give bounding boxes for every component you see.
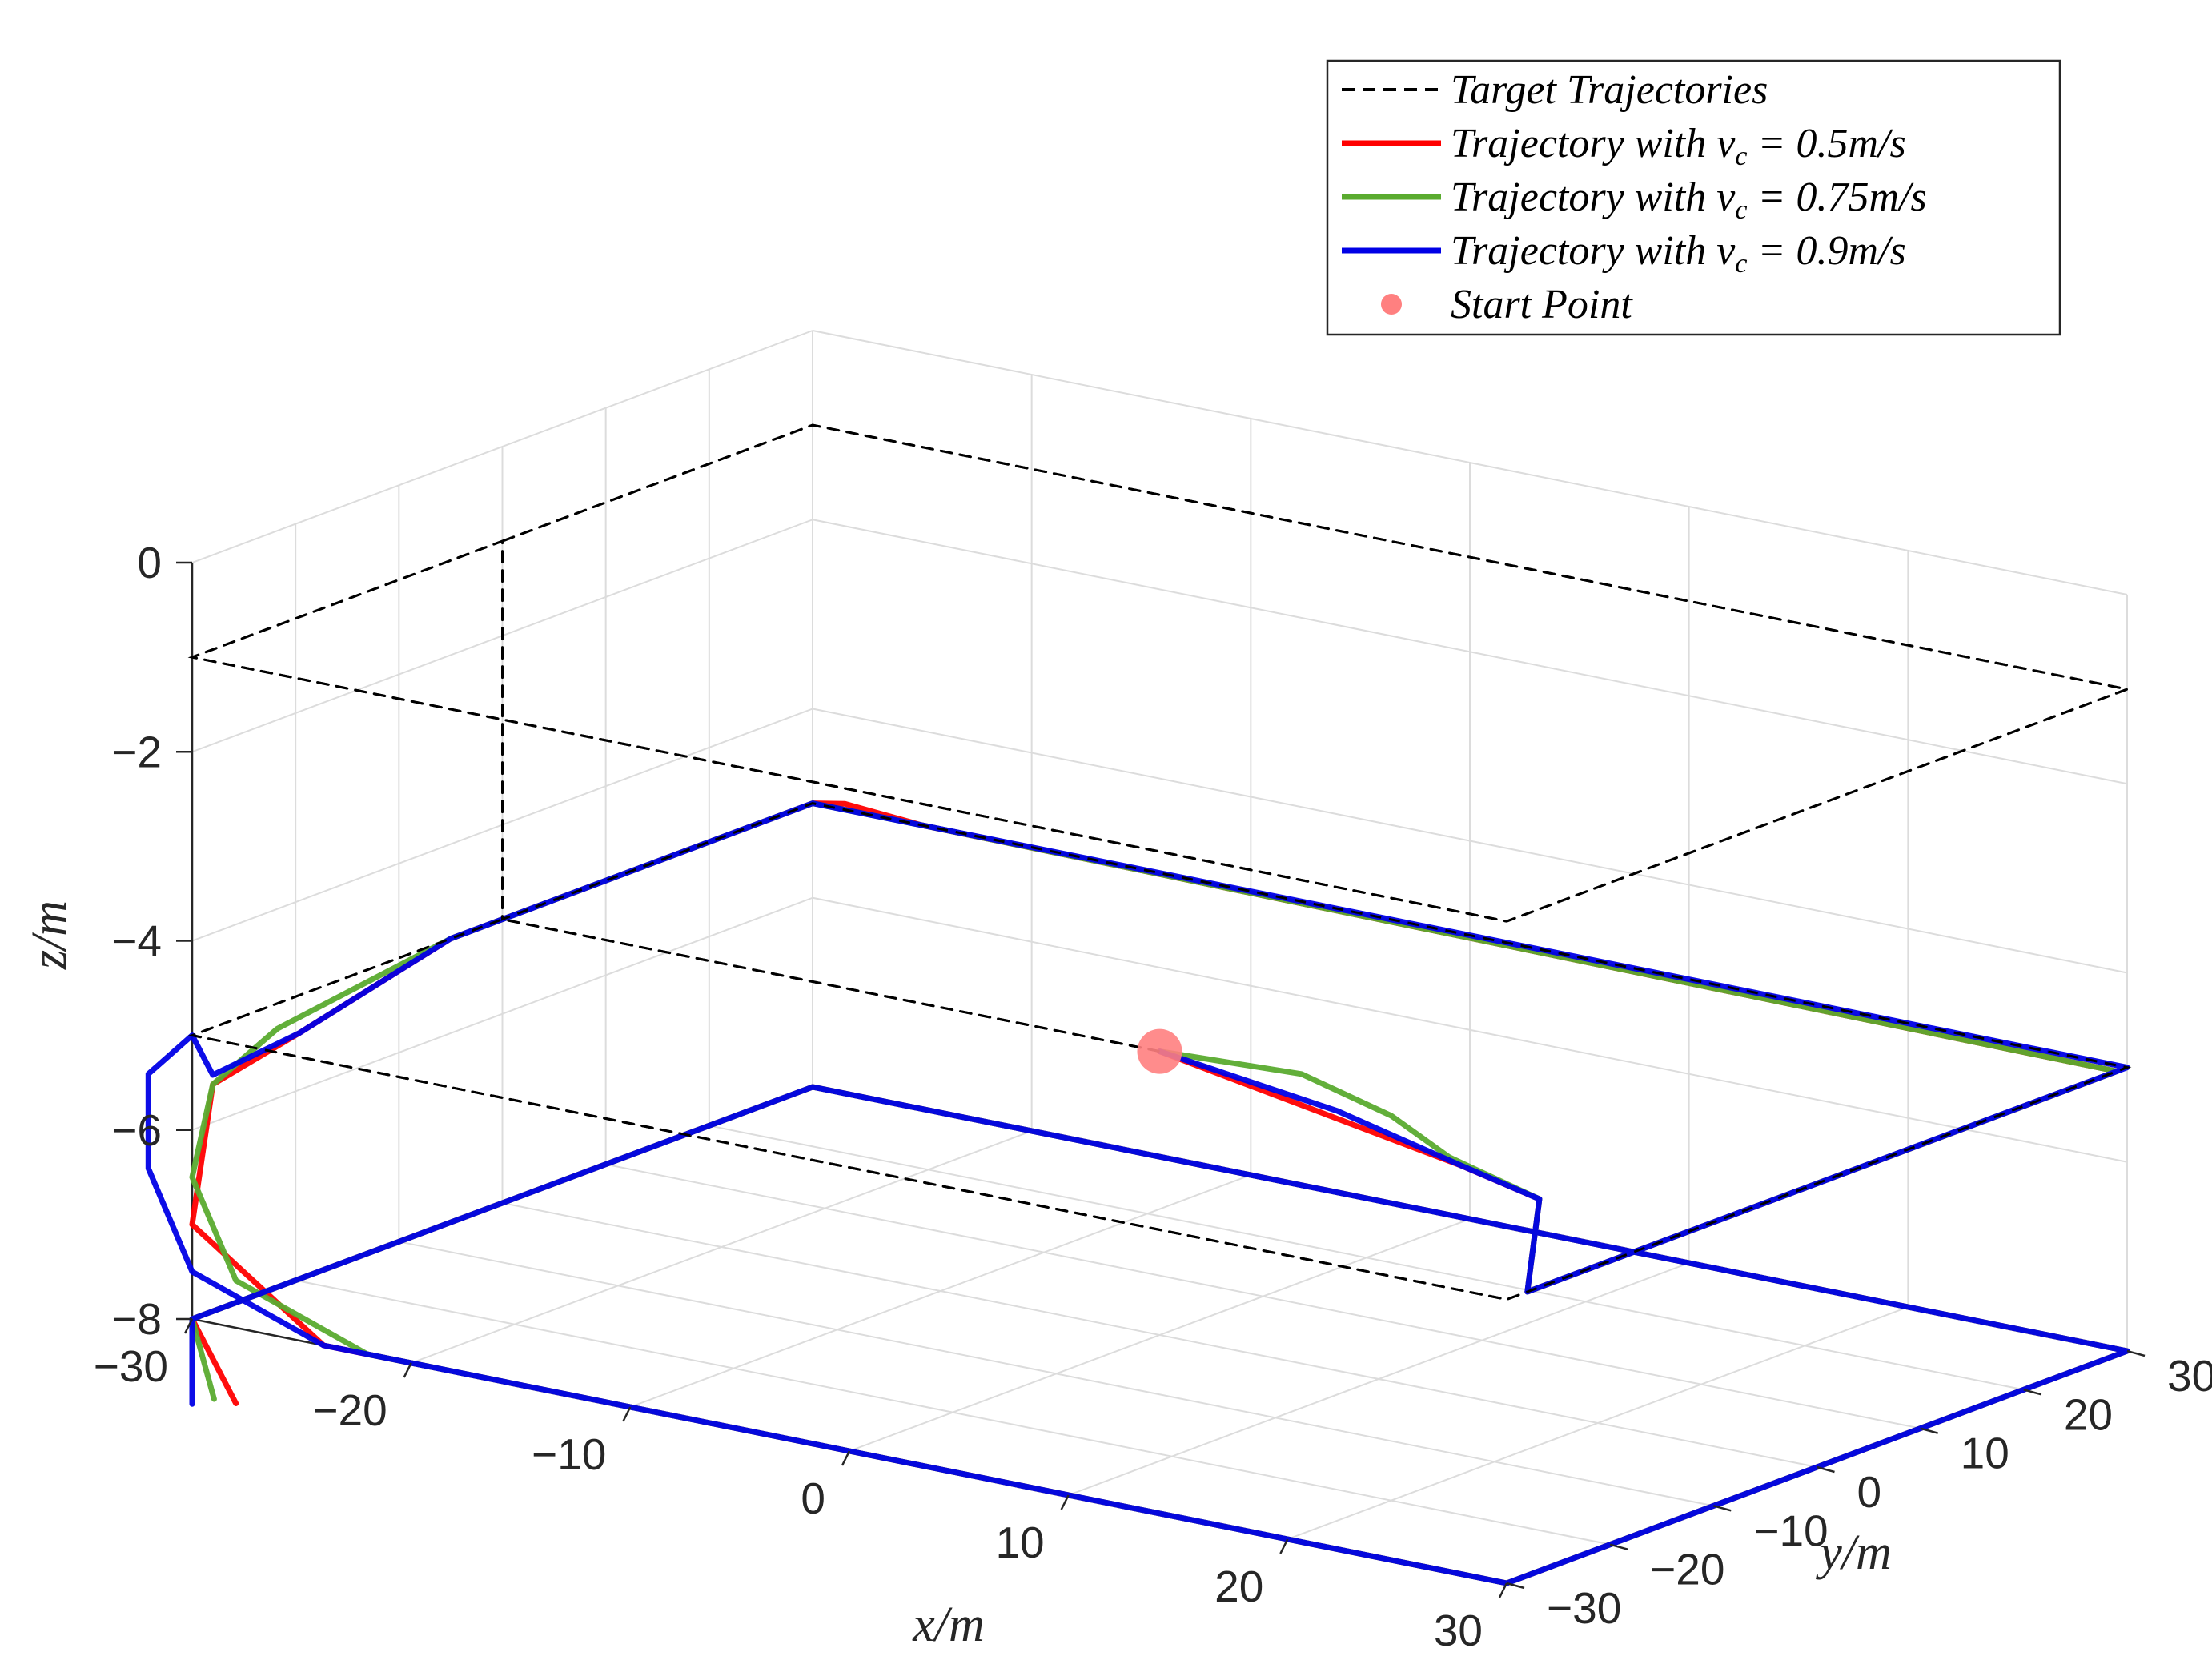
y-tick-mark <box>1506 1582 1525 1590</box>
trajectory-line-2 <box>189 800 2130 1586</box>
y-tick-mark <box>1609 1543 1628 1550</box>
x-tick-label: −10 <box>532 1429 606 1479</box>
z-tick-label: 0 <box>137 538 162 587</box>
back-wall-grid-line <box>812 708 2128 974</box>
trajectory-line-3 <box>145 800 2130 1586</box>
target-trajectory-line <box>191 423 2129 1301</box>
legend: Target Trajectories Trajectory with vc = … <box>1326 59 2061 336</box>
x-tick-label: −20 <box>312 1385 387 1435</box>
x-tick-label: 0 <box>801 1474 825 1523</box>
legend-box <box>1326 59 2061 336</box>
x-tick-mark <box>403 1362 412 1378</box>
y-tick-label: 30 <box>2167 1351 2212 1401</box>
y-tick-label: 20 <box>2064 1389 2113 1439</box>
y-tick-mark <box>1920 1427 1938 1434</box>
x-tick-label: 30 <box>1434 1606 1483 1655</box>
legend-entry-label: Trajectory with vc = 0.9m/s <box>1451 228 1906 279</box>
legend-marker-start-point <box>1381 294 1402 315</box>
y-tick-mark <box>1713 1505 1732 1512</box>
floor-grid-line <box>605 1163 1921 1429</box>
y-tick-label: −20 <box>1650 1545 1724 1594</box>
x-tick-label: −30 <box>94 1341 168 1391</box>
target-trajectory-overlay <box>187 423 2132 1301</box>
x-tick-mark <box>1498 1582 1508 1598</box>
z-tick-label: −4 <box>111 916 162 966</box>
left-wall-grid-line <box>191 330 813 563</box>
legend-entry-label: Trajectory with vc = 0.75m/s <box>1451 174 1927 225</box>
x-tick-mark <box>841 1450 851 1466</box>
y-tick-label: −30 <box>1547 1583 1621 1633</box>
x-tick-mark <box>1279 1538 1289 1554</box>
series-layer <box>145 423 2132 1586</box>
legend-entry-label: Trajectory with vc = 0.5m/s <box>1451 121 1906 171</box>
floor-grid-line <box>502 1202 1817 1468</box>
y-tick-mark <box>2126 1349 2146 1357</box>
legend-entry-label: Target Trajectories <box>1451 67 1768 113</box>
x-tick-label: 10 <box>995 1518 1044 1567</box>
y-tick-mark <box>1817 1465 1835 1474</box>
y-tick-mark <box>2023 1389 2042 1396</box>
z-tick-label: −2 <box>111 727 162 776</box>
y-tick-label: 0 <box>1857 1467 1882 1517</box>
start-point-marker <box>1137 1028 1182 1074</box>
legend-entry-label: Start Point <box>1451 282 1633 327</box>
y-tick-label: −10 <box>1753 1506 1828 1555</box>
x-tick-mark <box>622 1406 632 1422</box>
back-wall-grid-line <box>812 519 2128 785</box>
trajectory-line-1 <box>189 800 2130 1586</box>
floor-grid-line <box>295 1279 1611 1546</box>
floor-grid-line <box>399 1241 1714 1507</box>
y-tick-label: 10 <box>1961 1429 2009 1478</box>
z-axis-label: z/m <box>22 900 77 970</box>
y-axis-label: y/m <box>1815 1526 1892 1580</box>
x-tick-label: 20 <box>1214 1562 1263 1611</box>
z-tick-label: −8 <box>111 1294 162 1344</box>
floor-grid-line <box>709 1125 2025 1391</box>
back-wall-grid-line <box>812 330 2128 595</box>
left-wall-grid-line <box>191 896 813 1131</box>
x-axis-label: x/m <box>912 1598 985 1652</box>
z-tick-label: −6 <box>111 1105 162 1155</box>
back-wall-grid-line <box>812 896 2128 1163</box>
x-tick-mark <box>183 1318 194 1334</box>
x-tick-mark <box>1060 1494 1070 1510</box>
grid-layer <box>191 330 2128 1584</box>
